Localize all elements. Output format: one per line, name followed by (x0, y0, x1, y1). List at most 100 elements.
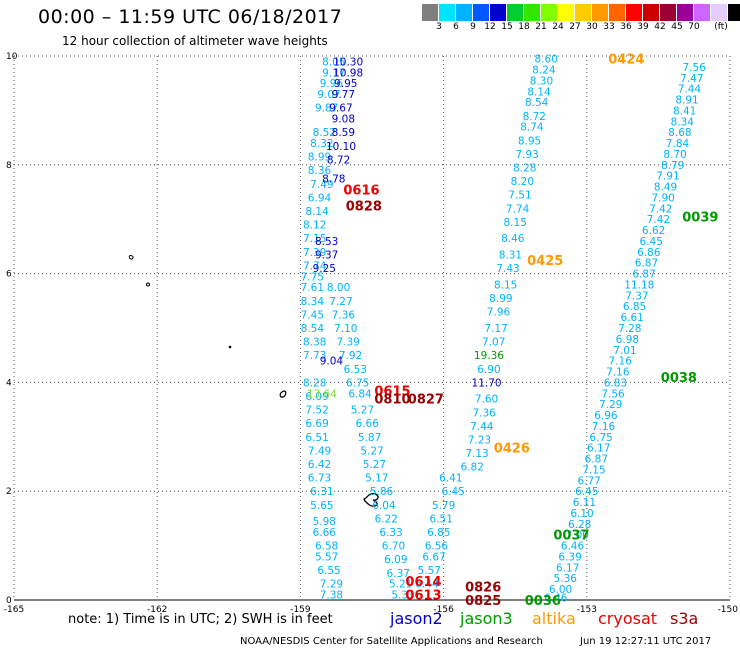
swh-value: 6.66 (313, 527, 337, 539)
color-swatch (456, 4, 473, 21)
swh-value: 5.27 (351, 405, 374, 417)
swh-value: 6.67 (422, 551, 445, 563)
color-legend-label: 33 (603, 22, 615, 32)
x-tick-label: -153 (577, 605, 597, 615)
swh-value: 7.51 (508, 190, 531, 202)
x-tick-label: -162 (147, 605, 167, 615)
swh-value: 8.79 (661, 160, 684, 172)
swh-value: 7.49 (308, 445, 331, 457)
swh-value: 6.11 (573, 497, 596, 509)
swh-value: 7.28 (618, 323, 641, 335)
x-tick-label: -150 (718, 605, 739, 615)
swh-value: 7.73 (303, 350, 326, 362)
island-outline (228, 345, 232, 349)
swh-value: 7.36 (472, 407, 496, 419)
color-swatch (575, 4, 592, 21)
pass-time-label: 0425 (527, 254, 563, 269)
swh-value: 6.82 (461, 462, 484, 474)
swh-value: 10.98 (333, 67, 363, 79)
swh-value: 5.86 (370, 486, 394, 498)
swh-value: 6.77 (577, 475, 600, 487)
swh-value: 6.75 (346, 377, 369, 389)
swh-value: 6.51 (305, 432, 328, 444)
y-tick-label: 0 (6, 596, 12, 606)
color-swatch (558, 4, 575, 21)
track-cryosat: 8.059.179.969.07 9.87 8.528.32 8.998.36 7.49… (301, 56, 346, 601)
swh-value: 8.32 (310, 138, 333, 150)
swh-value: 6.41 (439, 473, 462, 485)
swh-value: 7.16 (606, 367, 630, 379)
swh-value: 8.70 (663, 149, 686, 161)
swh-value: 8.36 (308, 165, 332, 177)
color-legend-label: 27 (569, 22, 581, 32)
swh-value: 8.59 (332, 127, 355, 139)
pass-time-labels: 0424 0425 0426 0616 0828 0039 0038 0037 0036 0615… (343, 53, 718, 609)
swh-value: 6.96 (594, 410, 618, 422)
swh-value: 6.94 (308, 192, 332, 204)
swh-value: 7.84 (666, 138, 690, 150)
color-swatch (439, 4, 456, 21)
color-legend-label: 36 (620, 22, 632, 32)
swh-value: 7.36 (332, 309, 356, 321)
color-swatch (677, 4, 694, 21)
swh-value: 8.99 (308, 152, 331, 164)
pass-time-label: 0037 (553, 529, 589, 544)
swh-value: 8.15 (504, 217, 527, 229)
swh-value: 6.90 (477, 364, 500, 376)
swh-value: 5.65 (310, 500, 333, 512)
swh-value: 5.21 (389, 579, 412, 591)
swh-value: 6.22 (375, 513, 398, 525)
swh-value: 11.18 (624, 279, 654, 291)
color-swatch (626, 4, 643, 21)
swh-value: 6.10 (570, 508, 593, 520)
page-title: 00:00 – 11:59 UTC 06/18/2017 (38, 6, 343, 28)
color-swatch (728, 4, 740, 21)
color-legend (422, 4, 740, 21)
swh-value: 7.16 (592, 421, 616, 433)
swh-value: 7.42 (647, 214, 670, 226)
track-jason3: 7.567.477.448.918.418.348.687.848.708.79… (544, 62, 706, 604)
swh-value: 6.85 (623, 301, 646, 313)
swh-value: 7.01 (613, 345, 636, 357)
swh-value: 6.87 (635, 258, 658, 270)
swh-value: 8.60 (535, 54, 558, 66)
swh-value: 5.36 (554, 573, 578, 585)
color-legend-labels: 3 6 9 12 15 18 21 24 27 30 33 36 39 42 45 70 (ft) (422, 22, 740, 34)
swh-value: 6.62 (642, 225, 665, 237)
swh-value: 7.38 (320, 590, 343, 602)
swh-value: 6.69 (305, 418, 328, 430)
swh-value: 7.45 (301, 309, 324, 321)
pass-time-label: 0810 (374, 393, 410, 408)
track-altika: 8.608.248.308.148.54 8.728.748.95 7.93 8.28… (461, 54, 558, 474)
track-altika-g: 13.64 (307, 388, 337, 400)
pass-time-label: 0825 (465, 594, 501, 609)
swh-value: 7.29 (599, 399, 622, 411)
island-outline (279, 390, 287, 398)
swh-value: 9.25 (313, 263, 336, 275)
swh-value: 6.87 (632, 269, 655, 281)
color-legend-label: 18 (518, 22, 530, 32)
x-tick-label: -156 (433, 605, 454, 615)
color-legend-label: 42 (654, 22, 666, 32)
swh-value: 7.75 (301, 271, 324, 283)
swh-value: 6.33 (379, 527, 402, 539)
swh-value: 6.45 (441, 486, 464, 498)
color-legend-label: 6 (453, 22, 459, 32)
swh-value: 7.37 (625, 290, 648, 302)
satellite-legend-altika: altika (532, 609, 576, 628)
swh-value: 7.29 (320, 579, 343, 591)
swh-value: 7.90 (651, 192, 674, 204)
color-swatch (422, 4, 439, 21)
swh-value: 5.27 (363, 459, 386, 471)
swh-value: 6.75 (589, 432, 612, 444)
color-swatch (490, 4, 507, 21)
swh-value: 8.28 (303, 377, 326, 389)
swh-value: 7.43 (496, 263, 519, 275)
color-legend-label: 30 (586, 22, 598, 32)
swh-value: 8.72 (523, 111, 546, 123)
swh-value: 6.53 (344, 364, 367, 376)
credit-line: NOAA/NESDIS Center for Satellite Applica… (240, 636, 543, 647)
swh-value: 8.72 (327, 154, 350, 166)
swh-value: 9.87 (315, 103, 338, 115)
